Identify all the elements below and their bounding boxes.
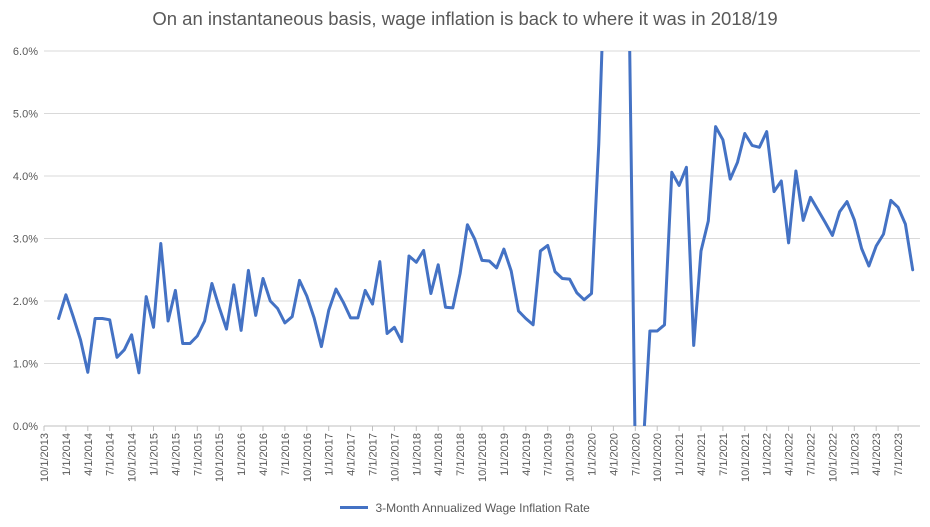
x-tick-label: 7/1/2019 xyxy=(543,433,555,476)
x-tick-label: 7/1/2022 xyxy=(806,433,818,476)
x-tick-label: 10/1/2014 xyxy=(127,433,139,482)
x-tick-label: 1/1/2014 xyxy=(61,433,73,476)
x-tick-label: 1/1/2017 xyxy=(324,433,336,476)
y-tick-label: 5.0% xyxy=(13,109,38,121)
x-tick-label: 1/1/2023 xyxy=(849,433,861,476)
x-tick-label: 4/1/2022 xyxy=(784,433,796,476)
x-tick-label: 10/1/2013 xyxy=(39,433,51,482)
x-tick-label: 4/1/2023 xyxy=(871,433,883,476)
x-tick-label: 10/1/2021 xyxy=(740,433,752,482)
x-tick-label: 4/1/2019 xyxy=(521,433,533,476)
x-tick-label: 7/1/2016 xyxy=(280,433,292,476)
y-axis-tick-labels: 0.0% 1.0% 2.0% 3.0% 4.0% 5.0% 6.0% xyxy=(13,46,38,433)
x-tick-label: 4/1/2017 xyxy=(346,433,358,476)
x-tick-label: 10/1/2022 xyxy=(827,433,839,482)
y-tick-label: 2.0% xyxy=(13,296,38,308)
x-tick-label: 7/1/2014 xyxy=(105,433,117,476)
x-tick-label: 4/1/2020 xyxy=(608,433,620,476)
y-tick-label: 4.0% xyxy=(13,171,38,183)
x-tick-label: 7/1/2023 xyxy=(893,433,905,476)
gridlines xyxy=(44,50,920,364)
x-tick-label: 7/1/2020 xyxy=(630,433,642,476)
x-axis: 10/1/2013 1/1/2014 4/1/2014 7/1/2014 10/1/20… xyxy=(39,425,920,482)
x-tick-label: 1/1/2016 xyxy=(236,433,248,476)
x-tick-label: 10/1/2015 xyxy=(214,433,226,482)
x-tick-label: 4/1/2018 xyxy=(433,433,445,476)
x-tick-label: 7/1/2017 xyxy=(368,433,380,476)
x-tick-label: 1/1/2022 xyxy=(762,433,774,476)
x-tick-label: 10/1/2018 xyxy=(477,433,489,482)
x-tick-label: 7/1/2021 xyxy=(718,433,730,476)
x-tick-label: 1/1/2021 xyxy=(674,433,686,476)
y-tick-label: 6.0% xyxy=(13,46,38,58)
x-tick-label: 1/1/2019 xyxy=(499,433,511,476)
x-tick-label: 1/1/2015 xyxy=(149,433,161,476)
series-group xyxy=(57,51,915,426)
x-tick-label: 4/1/2014 xyxy=(83,433,95,476)
x-tick-label: 10/1/2016 xyxy=(302,433,314,482)
x-tick-label: 4/1/2021 xyxy=(696,433,708,476)
x-tick-label: 1/1/2018 xyxy=(411,433,423,476)
y-tick-label: 0.0% xyxy=(13,421,38,433)
x-tick-label: 10/1/2020 xyxy=(652,433,664,482)
x-tick-label: 4/1/2015 xyxy=(170,433,182,476)
y-tick-label: 3.0% xyxy=(13,234,38,246)
legend-label: 3-Month Annualized Wage Inflation Rate xyxy=(375,500,590,515)
x-tick-label: 7/1/2015 xyxy=(192,433,204,476)
chart-title: On an instantaneous basis, wage inflatio… xyxy=(152,8,778,29)
legend: 3-Month Annualized Wage Inflation Rate xyxy=(0,500,930,515)
x-tick-label: 4/1/2016 xyxy=(258,433,270,476)
y-tick-label: 1.0% xyxy=(13,359,38,371)
series-line-0 xyxy=(57,51,915,426)
x-tick-label: 1/1/2020 xyxy=(587,433,599,476)
legend-swatch xyxy=(340,506,369,510)
x-tick-label: 10/1/2019 xyxy=(565,433,577,482)
x-tick-label: 10/1/2017 xyxy=(389,433,401,482)
x-tick-label: 7/1/2018 xyxy=(455,433,467,476)
